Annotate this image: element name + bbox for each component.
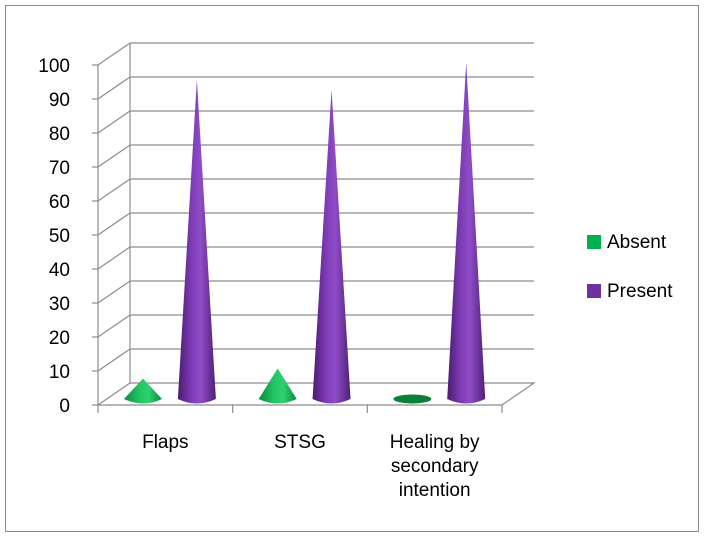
cone-present-2 <box>447 62 486 404</box>
cone-body-absent <box>124 378 163 404</box>
legend-label-present: Present <box>607 281 673 302</box>
cone-body-present <box>447 62 486 404</box>
y-tick-label: 50 <box>49 226 70 247</box>
gridline-side <box>97 178 131 202</box>
cone-body-absent <box>258 368 297 404</box>
legend-swatch-present <box>587 284 601 298</box>
x-category-label: STSG <box>274 432 326 453</box>
cone-present-1 <box>312 89 351 404</box>
y-tick-label: 90 <box>49 90 70 111</box>
cone-present-0 <box>177 79 216 404</box>
legend: Absent Present <box>587 232 673 302</box>
cone-absent-1 <box>258 368 297 404</box>
gridline-side <box>97 76 131 100</box>
y-tick-label: 100 <box>38 56 70 77</box>
cone-body-present <box>177 79 216 404</box>
y-tick-label: 40 <box>49 260 70 281</box>
gridline-side <box>97 280 131 304</box>
cone-absent-0 <box>124 378 163 404</box>
gridline-side <box>97 246 131 270</box>
bars <box>124 62 486 404</box>
legend-swatch-absent <box>587 235 601 249</box>
gridline-side <box>97 144 131 168</box>
chart-frame <box>5 5 699 532</box>
axes <box>92 43 536 413</box>
x-category-label: Healing by secondary intention <box>390 432 480 501</box>
y-tick-label: 20 <box>49 328 70 349</box>
y-tick-label: 0 <box>59 396 70 417</box>
legend-label-absent: Absent <box>607 232 667 253</box>
cone-body-present <box>312 89 351 404</box>
y-tick-labels: 0 10 20 30 40 50 60 70 80 90 100 <box>38 56 70 417</box>
x-category-label: Flaps <box>142 432 188 453</box>
gridline-side <box>97 314 131 338</box>
y-tick-label: 80 <box>49 124 70 145</box>
x-category-labels: Flaps STSG Healing by secondary intention <box>142 432 480 501</box>
gridline-side <box>97 42 131 66</box>
y-tick-label: 70 <box>49 158 70 179</box>
cone-absent-2 <box>393 394 432 404</box>
y-tick-label: 60 <box>49 192 70 213</box>
gridline-side <box>97 110 131 134</box>
cone-base-absent <box>393 394 432 404</box>
y-tick-label: 10 <box>49 362 70 383</box>
gridline-side <box>97 348 131 372</box>
y-tick-label: 30 <box>49 294 70 315</box>
gridline-side <box>97 212 131 236</box>
